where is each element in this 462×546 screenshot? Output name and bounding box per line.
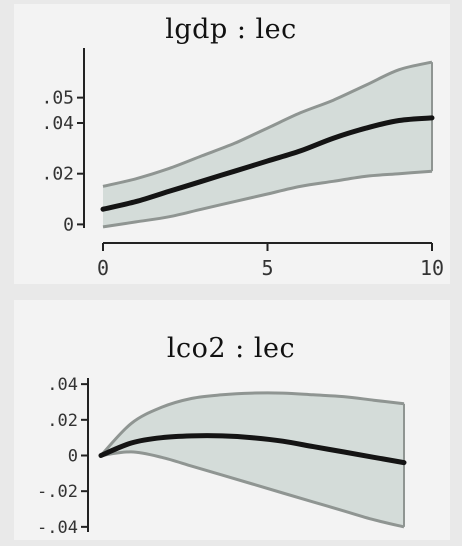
y-tick-label: .02: [47, 411, 78, 431]
upper-bound-line: [99, 391, 405, 457]
bottom-chart-title: lco2 : lec: [166, 333, 296, 364]
y-tick-label: .04: [47, 375, 78, 395]
y-tick-label: .02: [41, 164, 74, 185]
impulse-response-line: [100, 115, 435, 212]
lower-bound-line: [102, 169, 433, 229]
y-tick-label: .04: [41, 113, 74, 134]
y-tick-label: 0: [68, 447, 78, 467]
y-tick-label: 0: [63, 214, 74, 235]
x-tick-label: 5: [261, 256, 273, 280]
lower-bound-line: [100, 450, 405, 529]
x-tick-label: 10: [420, 256, 444, 280]
upper-bound-line: [102, 60, 433, 188]
impulse-response-line: [98, 433, 407, 466]
y-tick-label: .05: [41, 88, 74, 109]
confidence-band: [101, 392, 404, 527]
top-chart-title: lgdp : lec: [165, 14, 297, 45]
x-tick-label: 0: [97, 256, 109, 280]
y-tick-label: -.02: [37, 482, 78, 502]
y-tick-label: -.04: [37, 518, 78, 538]
